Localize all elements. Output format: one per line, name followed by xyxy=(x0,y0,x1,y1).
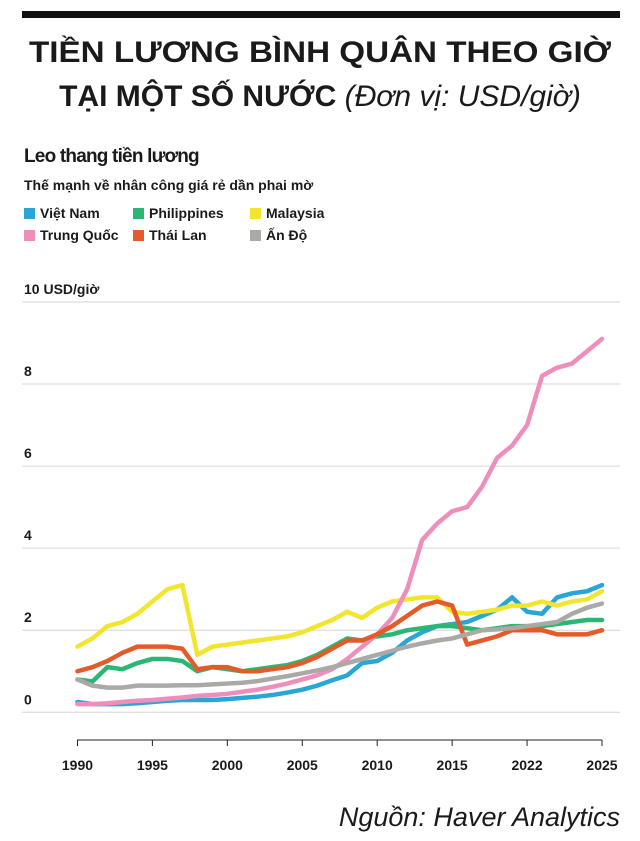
x-tick-label: 1990 xyxy=(62,757,93,773)
x-tick-label: 1995 xyxy=(137,757,168,773)
legend-swatch xyxy=(24,230,35,241)
legend-label: Việt Nam xyxy=(40,205,100,221)
x-tick-label: 2025 xyxy=(586,757,617,773)
legend-label: Thái Lan xyxy=(149,227,207,243)
legend-swatch xyxy=(133,230,144,241)
x-tick-label: 2010 xyxy=(362,757,393,773)
series-line xyxy=(75,336,605,707)
title-note: (Đơn vị: USD/giờ) xyxy=(345,80,581,113)
x-tick-label: 2005 xyxy=(287,757,318,773)
x-tick-label: 2015 xyxy=(437,757,468,773)
y-tick-label: 8 xyxy=(24,363,32,379)
y-tick-label: 6 xyxy=(24,445,32,461)
chart-title: TẠI MỘT SỐ NƯỚC xyxy=(59,79,336,113)
description: Thế mạnh về nhân công giá rẻ dần phai mờ xyxy=(24,177,313,193)
legend-label: Philippines xyxy=(149,205,224,221)
subtitle: Leo thang tiền lương xyxy=(24,146,199,167)
y-tick-label: 10 USD/giờ xyxy=(24,281,99,297)
top-bar xyxy=(22,11,620,18)
legend-swatch xyxy=(250,230,261,241)
legend-label: Ấn Độ xyxy=(266,227,307,243)
x-tick-label: 2022 xyxy=(511,757,542,773)
y-tick-label: 2 xyxy=(24,609,32,625)
series-line xyxy=(75,599,605,674)
series-line xyxy=(75,601,605,690)
chart-title-line: TẠI MỘT SỐ NƯỚC (Đơn vị: USD/giờ) xyxy=(59,79,581,113)
y-tick-label: 4 xyxy=(24,527,32,543)
x-tick-label: 2000 xyxy=(212,757,243,773)
series-line xyxy=(75,582,605,658)
y-tick-label: 0 xyxy=(24,691,32,707)
legend-swatch xyxy=(250,208,261,219)
legend-label: Malaysia xyxy=(266,205,325,221)
chart-title: TIỀN LƯƠNG BÌNH QUÂN THEO GIỜ xyxy=(29,35,611,69)
source: Nguồn: Haver Analytics xyxy=(339,802,620,832)
legend-swatch xyxy=(133,208,144,219)
legend-label: Trung Quốc xyxy=(40,227,119,243)
legend-swatch xyxy=(24,208,35,219)
